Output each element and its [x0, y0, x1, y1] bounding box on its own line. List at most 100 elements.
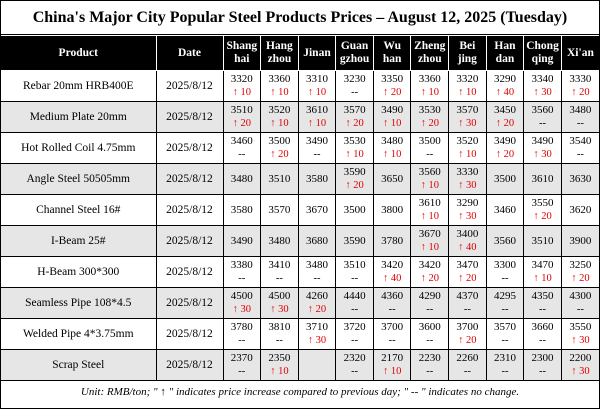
price-change: ↑ 20 — [571, 273, 590, 284]
price-cell: 3330 ↑ 30 — [448, 163, 487, 195]
price-value: 2170 — [381, 352, 404, 364]
product-name: Channel Steel 16# — [1, 194, 157, 226]
table-row: I-Beam 25# 2025/8/12 3490 3480 3680 3590 3780 3… — [1, 225, 599, 257]
price-change: ↑ 10 — [420, 87, 439, 98]
price-change: -- — [275, 335, 283, 346]
price-cell: 3540 -- — [560, 132, 599, 164]
price-value: 4300 — [569, 290, 592, 302]
price-cell: 3610 ↑ 10 — [297, 101, 337, 133]
price-value: 3710 — [305, 321, 328, 333]
price-value: 2350 — [268, 352, 291, 364]
price-cell: 3560 — [485, 225, 525, 257]
price-change: -- — [426, 335, 434, 346]
price-cell: 3530 ↑ 20 — [410, 101, 450, 133]
price-cell: 3720 -- — [335, 318, 374, 350]
price-cell: 3500 — [335, 194, 374, 226]
price-change: -- — [238, 366, 246, 377]
price-value: 3490 — [305, 135, 328, 147]
price-cell: 3350 ↑ 20 — [372, 70, 412, 102]
price-change: ↑ 30 — [533, 149, 552, 160]
price-value: 3610 — [418, 197, 441, 209]
price-cell: 3560 -- — [523, 101, 562, 133]
price-change: ↑ 20 — [495, 149, 515, 160]
price-value: 3500 — [268, 135, 291, 147]
date-cell: 2025/8/12 — [155, 70, 224, 102]
price-cell: 3300 -- — [485, 256, 525, 288]
header-city-line1: Hang — [265, 40, 293, 52]
price-cell: 3330 ↑ 20 — [560, 70, 599, 102]
price-change: ↑ 10 — [382, 149, 402, 160]
price-cell: 3480 -- — [297, 256, 337, 288]
table-row: Angle Steel 50505mm 2025/8/12 3480 3510 3580… — [1, 163, 599, 195]
price-value: 2320 — [343, 352, 366, 364]
price-change: -- — [238, 149, 246, 160]
price-value: 2310 — [493, 352, 516, 364]
price-value: 3490 — [531, 135, 554, 147]
price-cell: 3490 -- — [297, 132, 337, 164]
price-change: ↑ 30 — [571, 366, 590, 377]
price-value: 4500 — [268, 290, 291, 302]
price-value: 3900 — [569, 234, 592, 247]
price-table: Product Date Shang hai Hang zhou Jinan Guan gz… — [1, 35, 599, 381]
price-change: -- — [576, 304, 584, 315]
price-cell: 3710 ↑ 30 — [297, 318, 337, 350]
price-cell: 3900 — [560, 225, 599, 257]
price-change: ↑ 10 — [307, 87, 327, 98]
price-cell: 3680 — [297, 225, 337, 257]
price-cell: 3400 ↑ 40 — [448, 225, 487, 257]
price-cell: 3650 — [372, 163, 412, 195]
price-cell: 2200 ↑ 30 — [560, 349, 599, 381]
price-value: 3420 — [418, 259, 441, 271]
header-city-line2: zhou — [417, 53, 442, 65]
price-cell: 4300 -- — [560, 287, 599, 319]
price-cell: 3380 -- — [222, 256, 262, 288]
price-cell: 4370 -- — [448, 287, 487, 319]
table-row: Scrap Steel 2025/8/12 2370 -- 2350 ↑ 10 2320 --… — [1, 349, 599, 381]
price-value: 3590 — [343, 166, 366, 178]
price-cell: 4260 ↑ 20 — [297, 287, 337, 319]
price-value: 3490 — [230, 234, 253, 247]
price-change: ↑ 30 — [458, 118, 477, 129]
price-value: 3340 — [531, 73, 554, 85]
price-change: ↑ 10 — [232, 87, 251, 98]
price-cell: 3420 ↑ 40 — [372, 256, 412, 288]
price-change: -- — [426, 366, 434, 377]
price-value: 3330 — [569, 73, 592, 85]
price-cell: 3320 ↑ 10 — [448, 70, 487, 102]
price-value: 3520 — [268, 104, 291, 116]
price-change: ↑ 10 — [382, 366, 402, 377]
price-value: 3230 — [343, 73, 366, 85]
price-cell: 2170 ↑ 10 — [372, 349, 412, 381]
price-change: -- — [463, 304, 471, 315]
price-value: 3610 — [531, 172, 554, 185]
table-row: Rebar 20mm HRB400E 2025/8/12 3320 ↑ 10 3360 ↑… — [1, 70, 599, 102]
price-cell: 3360 ↑ 10 — [410, 70, 450, 102]
price-value: 3470 — [456, 259, 479, 271]
price-cell: 3490 — [222, 225, 262, 257]
price-value: 3480 — [305, 259, 328, 271]
price-cell: 3700 ↑ 20 — [448, 318, 487, 350]
table-row: Hot Rolled Coil 4.75mm 2025/8/12 3460 -- 350… — [1, 132, 599, 164]
price-change: -- — [351, 273, 359, 284]
price-change: ↑ 20 — [345, 180, 364, 191]
price-cell: 3610 — [523, 163, 562, 195]
price-value: 3380 — [230, 259, 253, 271]
price-value: 4500 — [230, 290, 253, 302]
price-cell: 3510 ↑ 20 — [222, 101, 262, 133]
price-cell: 3610 ↑ 10 — [410, 194, 450, 226]
price-cell: 3460 — [485, 194, 525, 226]
header-city-line2: dan — [495, 53, 515, 65]
price-change: -- — [238, 273, 246, 284]
price-cell: 3480 ↑ 10 — [372, 132, 412, 164]
price-cell: 3550 ↑ 30 — [560, 318, 599, 350]
table-body: Rebar 20mm HRB400E 2025/8/12 3320 ↑ 10 3360 ↑… — [1, 70, 599, 381]
header-city: Zheng zhou — [410, 35, 450, 71]
price-cell: 3510 — [523, 225, 562, 257]
price-change: ↑ 10 — [270, 366, 289, 377]
price-cell: 3780 — [372, 225, 412, 257]
price-change: -- — [501, 304, 509, 315]
price-cell: 3460 -- — [222, 132, 262, 164]
price-change: ↑ 40 — [458, 242, 477, 253]
table-row: Seamless Pipe 108*4.5 2025/8/12 4500 ↑ 30 45… — [1, 287, 599, 319]
price-cell: 3490 ↑ 10 — [372, 101, 412, 133]
